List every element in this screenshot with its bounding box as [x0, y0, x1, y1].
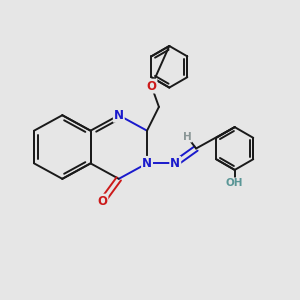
Text: H: H	[183, 132, 191, 142]
Text: O: O	[146, 80, 157, 93]
Text: OH: OH	[226, 178, 244, 188]
Text: N: N	[142, 157, 152, 170]
Text: N: N	[114, 109, 124, 122]
Text: O: O	[98, 195, 107, 208]
Text: N: N	[170, 157, 180, 170]
